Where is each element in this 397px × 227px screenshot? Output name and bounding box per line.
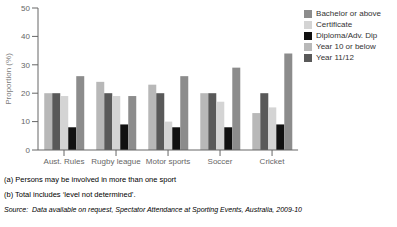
- svg-text:Cricket: Cricket: [260, 157, 286, 166]
- svg-text:Proportion (%): Proportion (%): [8, 53, 13, 105]
- html-text:Source: Data available on requ: Source: Data available on request, Spect…: [4, 206, 302, 213]
- html-text:(b) Total includes ‘level not: (b) Total includes ‘level not determined…: [4, 190, 136, 199]
- svg-text:0: 0: [26, 146, 31, 155]
- svg-text:10: 10: [21, 117, 30, 126]
- html-text:Year 10 or below: Year 10 or below: [316, 42, 376, 51]
- svg-text:50: 50: [21, 4, 30, 13]
- html-text:Certificate: Certificate: [316, 20, 353, 29]
- svg-text:Motor sports: Motor sports: [146, 157, 190, 166]
- html-text:(a) Persons may be involved in: (a) Persons may be involved in more than…: [4, 175, 177, 184]
- html-text:Year 11/12: Year 11/12: [316, 53, 354, 62]
- html-text:Bachelor or above: Bachelor or above: [316, 9, 381, 18]
- svg-text:Soccer: Soccer: [208, 157, 233, 166]
- svg-text:Aust. Rules: Aust. Rules: [44, 157, 85, 166]
- html-text:Diploma/Adv. Dip: Diploma/Adv. Dip: [316, 31, 378, 40]
- svg-text:30: 30: [21, 61, 30, 70]
- svg-text:Rugby league: Rugby league: [91, 157, 141, 166]
- svg-text:40: 40: [21, 32, 30, 41]
- svg-text:20: 20: [21, 89, 30, 98]
